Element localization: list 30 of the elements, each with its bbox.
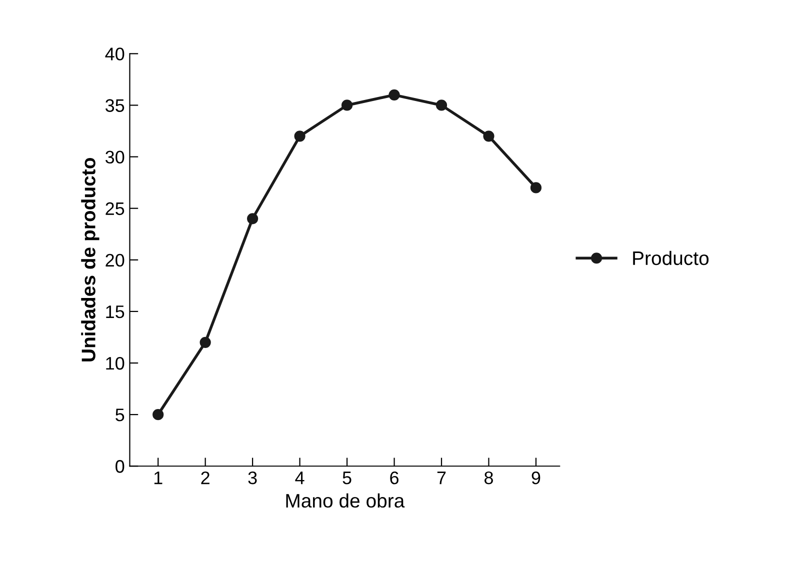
point — [247, 213, 258, 224]
y-tick-label: 25 — [106, 202, 124, 216]
y-tick-label: 0 — [116, 460, 124, 473]
y-tick-label: 10 — [106, 356, 124, 370]
x-tick-label: 2 — [201, 471, 210, 484]
point — [341, 100, 353, 111]
point — [294, 130, 306, 142]
y-tick-label: 40 — [105, 48, 124, 60]
legend-label: Producto — [633, 250, 709, 266]
y-tick-label: 35 — [105, 99, 124, 112]
x-tick-label: 7 — [437, 472, 446, 484]
x-tick-label: 1 — [154, 472, 162, 484]
point — [483, 130, 494, 142]
y-tick-label: 20 — [106, 254, 124, 267]
y-tick-label: 15 — [106, 306, 124, 318]
point — [152, 409, 164, 420]
x-tick-label: 6 — [390, 471, 398, 484]
x-axis-title: Mano de obra — [286, 493, 405, 508]
y-axis-title: Unidades de producto — [81, 158, 100, 362]
point — [388, 89, 400, 100]
x-tick-label: 3 — [248, 471, 257, 484]
point — [200, 336, 211, 348]
point — [436, 100, 448, 111]
y-tick-label: 5 — [116, 408, 124, 422]
point — [530, 182, 542, 194]
x-tick-label: 9 — [532, 471, 540, 484]
x-tick-label: 5 — [342, 472, 352, 484]
y-tick-label: 30 — [105, 150, 124, 164]
x-tick-label: 8 — [484, 471, 493, 484]
x-tick-label: 4 — [295, 472, 304, 484]
